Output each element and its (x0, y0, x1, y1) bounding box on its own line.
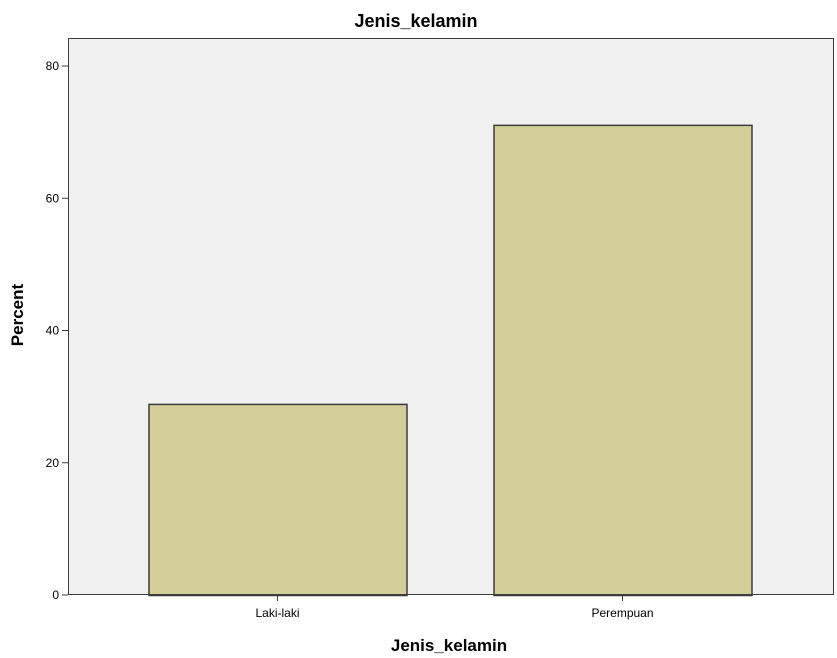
y-tick-label: 20 (46, 456, 60, 470)
x-axis: Laki-laki Perempuan (255, 595, 654, 620)
x-tick-label: Perempuan (591, 606, 653, 620)
bars-group (148, 124, 753, 597)
y-tick-label: 0 (52, 588, 59, 602)
x-axis-label: Jenis_kelamin (391, 636, 507, 655)
y-axis: 0 20 40 60 80 (46, 59, 68, 602)
bar-laki-laki (148, 403, 408, 597)
y-tick-label: 80 (46, 59, 60, 73)
plot-frame (68, 38, 834, 595)
y-tick-label: 60 (46, 191, 60, 205)
x-tick-label: Laki-laki (255, 606, 299, 620)
chart-title: Jenis_kelamin (354, 11, 477, 31)
bar-perempuan (493, 124, 753, 597)
y-axis-label: Percent (8, 283, 27, 346)
y-tick-label: 40 (46, 324, 60, 338)
